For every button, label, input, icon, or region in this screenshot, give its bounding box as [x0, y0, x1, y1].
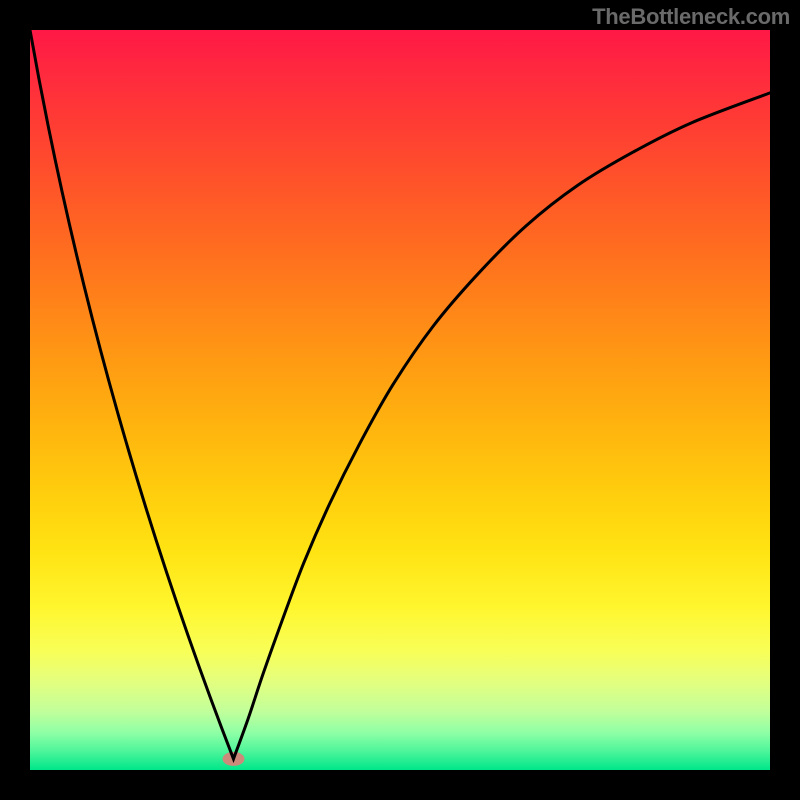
chart-svg	[0, 0, 800, 800]
gradient-background	[30, 30, 770, 770]
chart-container: TheBottleneck.com	[0, 0, 800, 800]
watermark-text: TheBottleneck.com	[592, 4, 790, 30]
